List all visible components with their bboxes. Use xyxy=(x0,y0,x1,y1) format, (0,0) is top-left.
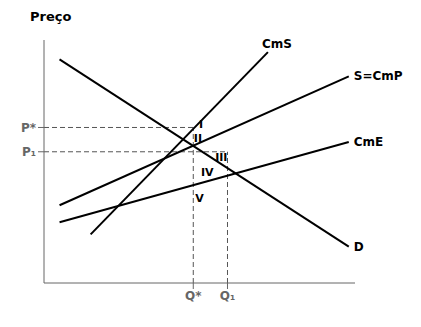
svg-text:Q₁: Q₁ xyxy=(220,289,235,303)
svg-text:D: D xyxy=(354,240,364,254)
svg-text:CmE: CmE xyxy=(354,135,384,149)
svg-text:I: I xyxy=(199,118,203,131)
svg-text:II: II xyxy=(194,132,202,145)
svg-text:P₁: P₁ xyxy=(22,145,36,159)
svg-text:III: III xyxy=(215,151,227,164)
svg-text:Q*: Q* xyxy=(185,289,202,303)
svg-text:IV: IV xyxy=(201,166,214,179)
html-text:Preço: Preço xyxy=(30,9,72,24)
svg-text:P*: P* xyxy=(21,121,37,135)
svg-text:V: V xyxy=(195,192,204,205)
svg-text:S=CmP: S=CmP xyxy=(354,69,403,83)
svg-text:CmS: CmS xyxy=(262,37,292,51)
